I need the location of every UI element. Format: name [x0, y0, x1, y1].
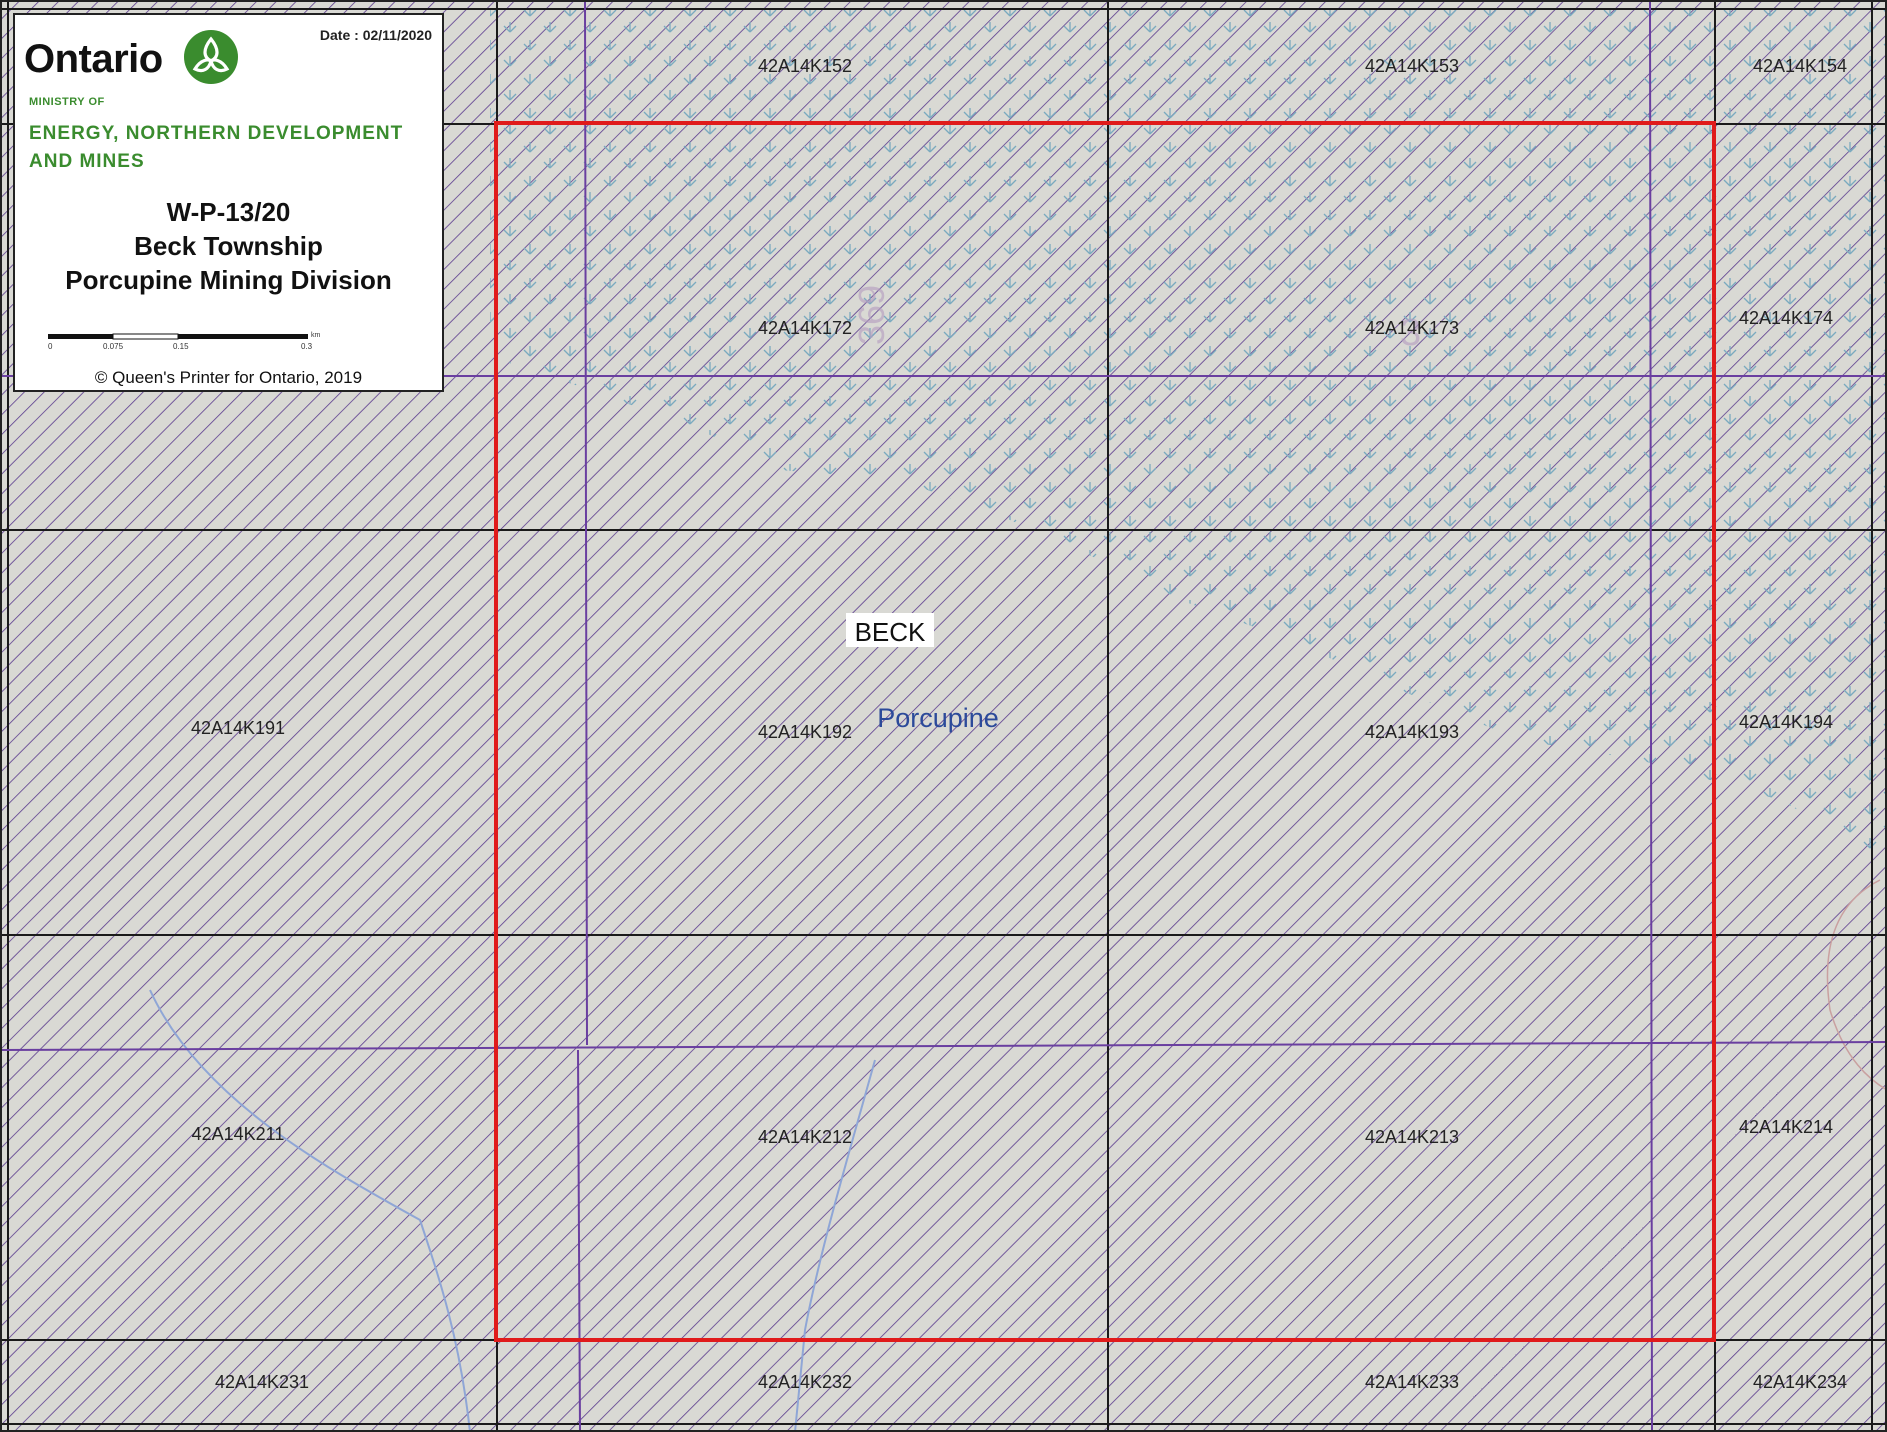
cell-label: 42A14K152: [758, 56, 852, 76]
cell-label: 42A14K172: [758, 318, 852, 338]
scale-tick-label: 0.075: [103, 342, 124, 351]
stream-line: [149, 989, 471, 1432]
copyright-notice: © Queen's Printer for Ontario, 2019: [94, 368, 363, 387]
cell-label: 42A14K173: [1365, 318, 1459, 338]
faint-parcel-mark: 369: [851, 285, 892, 345]
cell-label: 42A14K191: [191, 718, 285, 738]
ministry-name: ENERGY, NORTHERN DEVELOPMENT AND MINES: [29, 120, 449, 176]
wetland-area: [490, 10, 1887, 860]
cell-label: 42A14K153: [1365, 56, 1459, 76]
claim-boundary[interactable]: [494, 121, 1716, 1342]
township-label: BECK: [855, 617, 926, 647]
cell-label: 42A14K211: [192, 1124, 285, 1144]
cell-label: 42A14K214: [1739, 1117, 1833, 1137]
cell-label: 42A14K154: [1753, 56, 1847, 76]
faint-parcel-mark: 3: [1400, 312, 1421, 354]
trillium-icon: [184, 30, 238, 84]
ministry-name-line2: AND MINES: [29, 151, 145, 172]
scale-tick-label: 0: [48, 342, 53, 351]
cell-label: 42A14K233: [1365, 1372, 1459, 1392]
ministry-of-label: MINISTRY OF: [29, 96, 105, 108]
division-label: Porcupine: [877, 703, 999, 733]
map-legend: Ontario Date : 02/11/2020 MINISTRY OF EN…: [13, 13, 444, 392]
cell-label: 42A14K234: [1753, 1372, 1847, 1392]
cell-label: 42A14K231: [215, 1372, 309, 1392]
township-name: Beck Township: [134, 231, 323, 261]
scale-unit: km: [311, 332, 321, 339]
cell-label: 42A14K212: [758, 1127, 852, 1147]
stream-line: [1826, 879, 1887, 1091]
scale-bar: 0 0.075 0.15 0.3 km: [48, 332, 321, 351]
mining-division-name: Porcupine Mining Division: [65, 265, 392, 295]
cell-label: 42A14K193: [1365, 722, 1459, 742]
cell-label: 42A14K232: [758, 1372, 852, 1392]
map-title: W-P-13/20: [166, 197, 291, 227]
cell-label: 42A14K213: [1365, 1127, 1459, 1147]
cell-label: 42A14K174: [1739, 308, 1833, 328]
scale-tick-label: 0.3: [301, 342, 313, 351]
township-label-bg: [846, 613, 934, 647]
ontario-wordmark: Ontario: [24, 37, 163, 81]
stream-line: [794, 1059, 876, 1432]
ministry-name-line1: ENERGY, NORTHERN DEVELOPMENT: [29, 123, 404, 144]
cell-label: 42A14K192: [758, 722, 852, 742]
cell-label: 42A14K194: [1739, 712, 1833, 732]
date-stamp: Date : 02/11/2020: [319, 27, 432, 43]
scale-tick-label: 0.15: [173, 342, 189, 351]
